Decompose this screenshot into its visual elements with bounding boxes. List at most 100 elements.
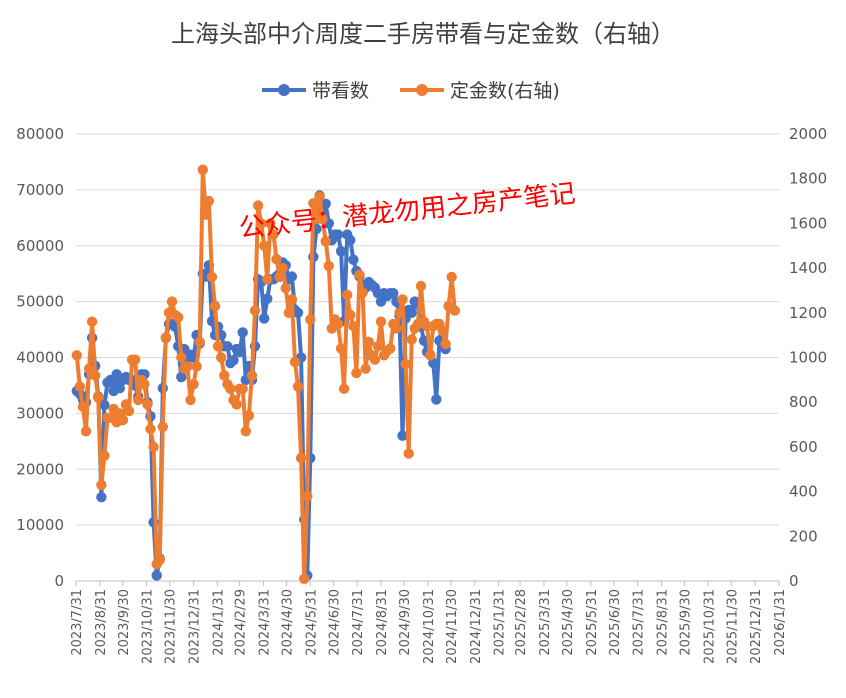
x-tick-label: 2025/7/31 xyxy=(632,589,647,656)
data-point xyxy=(335,343,347,354)
data-point xyxy=(123,405,135,417)
x-tick-label: 2024/7/31 xyxy=(351,589,366,656)
data-point xyxy=(148,441,159,453)
data-point xyxy=(332,318,344,330)
data-point xyxy=(228,355,239,366)
data-point xyxy=(440,338,451,350)
x-tick-label: 2025/8/31 xyxy=(655,589,670,656)
data-point xyxy=(338,383,350,394)
right-y-tick-label: 2000 xyxy=(789,125,827,143)
data-point xyxy=(391,323,402,334)
x-tick-label: 2026/1/31 xyxy=(773,589,788,656)
data-point xyxy=(83,363,95,374)
data-point xyxy=(388,288,399,299)
data-point xyxy=(437,325,448,336)
data-point xyxy=(200,209,211,220)
data-point xyxy=(96,492,107,503)
data-point xyxy=(151,570,162,581)
left-y-tick-label: 20000 xyxy=(16,460,64,478)
x-tick-label: 2023/9/30 xyxy=(117,589,132,656)
data-point xyxy=(194,336,205,348)
data-point xyxy=(203,195,215,207)
data-point xyxy=(397,430,408,441)
data-point xyxy=(209,300,221,312)
data-point xyxy=(292,307,304,318)
x-tick-label: 2025/1/31 xyxy=(493,589,508,656)
data-point xyxy=(99,399,110,411)
data-point xyxy=(406,307,417,318)
data-point xyxy=(449,305,460,316)
data-point xyxy=(323,260,334,272)
x-tick-label: 2025/11/30 xyxy=(725,589,740,664)
data-point xyxy=(216,352,227,363)
right-y-axis: 0 200 400 600 800 1000 1200 1400 1600 1800 2000 xyxy=(789,125,827,590)
data-point xyxy=(348,254,359,265)
series-layer xyxy=(71,164,460,584)
data-point xyxy=(77,401,89,412)
data-point xyxy=(225,383,236,394)
data-point xyxy=(357,287,368,298)
data-point xyxy=(130,354,141,365)
right-y-tick-label: 1400 xyxy=(789,259,827,277)
data-point xyxy=(428,357,439,369)
data-point xyxy=(114,383,126,394)
data-point xyxy=(246,370,258,381)
x-tick-label: 2025/2/28 xyxy=(514,589,529,656)
right-y-tick-label: 400 xyxy=(789,483,818,501)
x-tick-label: 2023/12/31 xyxy=(188,589,203,664)
data-point xyxy=(256,218,267,229)
x-tick-label: 2025/3/31 xyxy=(538,589,553,656)
data-point xyxy=(262,293,273,304)
data-point xyxy=(191,361,202,372)
data-point xyxy=(320,236,331,247)
x-tick-label: 2024/1/31 xyxy=(211,589,226,656)
data-point xyxy=(133,394,144,406)
data-point xyxy=(237,327,248,338)
data-point xyxy=(231,399,242,410)
data-point xyxy=(308,198,319,209)
data-point xyxy=(240,426,251,437)
x-tick-label: 2025/9/30 xyxy=(678,589,693,656)
left-y-tick-label: 80000 xyxy=(16,125,64,143)
data-point xyxy=(86,316,98,327)
data-point xyxy=(332,229,344,240)
data-point xyxy=(302,490,313,502)
data-point xyxy=(249,305,261,316)
data-point xyxy=(354,269,365,280)
x-tick-label: 2024/4/30 xyxy=(281,589,296,656)
data-point xyxy=(400,359,411,370)
right-y-tick-label: 1600 xyxy=(789,214,827,232)
x-tick-label: 2024/8/31 xyxy=(375,589,390,656)
x-tick-label: 2025/12/31 xyxy=(749,589,764,664)
series-2 xyxy=(71,164,460,584)
right-y-tick-label: 200 xyxy=(789,527,818,545)
data-point xyxy=(176,371,187,383)
right-y-tick-label: 0 xyxy=(789,572,799,590)
data-point xyxy=(90,370,101,381)
legend-swatch-marker xyxy=(416,84,428,96)
data-point xyxy=(283,307,294,318)
data-point xyxy=(80,426,92,437)
data-point xyxy=(259,240,270,251)
data-point xyxy=(369,354,381,365)
x-axis: 2023/7/31 2023/8/31 2023/9/30 2023/10/31 202… xyxy=(70,580,788,664)
data-point xyxy=(166,296,178,307)
left-y-tick-label: 70000 xyxy=(16,181,64,199)
data-point xyxy=(431,394,442,405)
data-point xyxy=(280,283,291,294)
data-point xyxy=(446,271,457,283)
data-point xyxy=(188,379,199,390)
data-point xyxy=(345,235,356,246)
data-point xyxy=(286,294,298,305)
data-point xyxy=(212,341,224,352)
data-point xyxy=(348,321,359,332)
data-point xyxy=(145,423,156,435)
legend-label: 定金数(右轴) xyxy=(450,80,560,102)
x-tick-label: 2023/10/31 xyxy=(141,589,156,664)
right-y-tick-label: 1800 xyxy=(789,170,827,188)
data-point xyxy=(342,289,353,301)
data-point xyxy=(372,341,384,352)
data-point xyxy=(173,312,184,323)
